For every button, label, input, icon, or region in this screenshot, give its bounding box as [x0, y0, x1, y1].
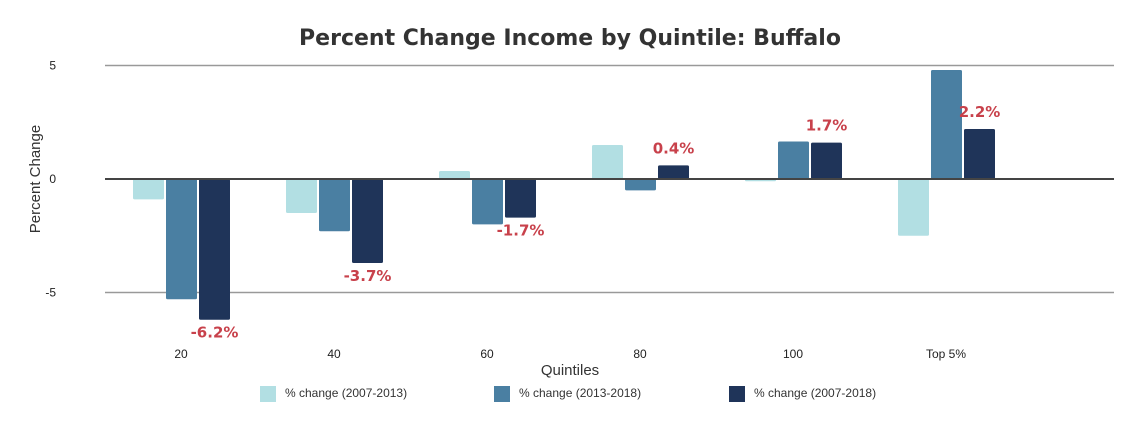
legend: % change (2007-2013) % change (2013-2018)… [260, 386, 876, 402]
bar [931, 70, 962, 179]
y-axis-label: Percent Change [27, 125, 44, 233]
bar [352, 179, 383, 263]
y-tick-label: -5 [45, 286, 56, 300]
x-tick-label: Top 5% [926, 347, 966, 361]
legend-label: % change (2007-2013) [285, 386, 407, 400]
data-label: 1.7% [806, 117, 848, 135]
bar [592, 144, 623, 179]
y-axis-ticks: 5 0 -5 [45, 59, 56, 300]
x-axis-ticks: 20 40 60 80 100 Top 5% [174, 347, 966, 361]
bar [625, 179, 656, 191]
bar [898, 179, 929, 236]
bar [439, 171, 470, 179]
x-tick-label: 40 [327, 347, 341, 361]
x-tick-label: 100 [783, 347, 803, 361]
gridlines [105, 64, 1114, 294]
bar [472, 179, 503, 225]
data-label: 0.4% [653, 139, 695, 157]
x-tick-label: 20 [174, 347, 188, 361]
data-label: -1.7% [497, 222, 545, 240]
legend-swatch [729, 386, 745, 402]
chart-title: Percent Change Income by Quintile: Buffa… [299, 26, 841, 51]
legend-swatch [494, 386, 510, 402]
bar [319, 179, 350, 232]
data-labels: -6.2% -3.7% -1.7% 0.4% 1.7% 2.2% [191, 103, 1001, 342]
bar [133, 179, 164, 200]
x-axis-label: Quintiles [541, 362, 599, 379]
x-tick-label: 80 [633, 347, 647, 361]
bar [811, 142, 842, 179]
data-label: -3.7% [344, 267, 392, 285]
bar [199, 179, 230, 320]
data-label: 2.2% [959, 103, 1001, 121]
data-label: -6.2% [191, 324, 239, 342]
legend-label: % change (2007-2018) [754, 386, 876, 400]
x-tick-label: 60 [480, 347, 494, 361]
bar [286, 179, 317, 214]
y-tick-label: 5 [49, 59, 56, 73]
bar [658, 165, 689, 179]
bar [778, 141, 809, 179]
legend-label: % change (2013-2018) [519, 386, 641, 400]
bars [133, 70, 995, 320]
bar [505, 179, 536, 218]
legend-swatch [260, 386, 276, 402]
y-tick-label: 0 [49, 172, 56, 186]
bar [166, 179, 197, 300]
bar [964, 129, 995, 179]
